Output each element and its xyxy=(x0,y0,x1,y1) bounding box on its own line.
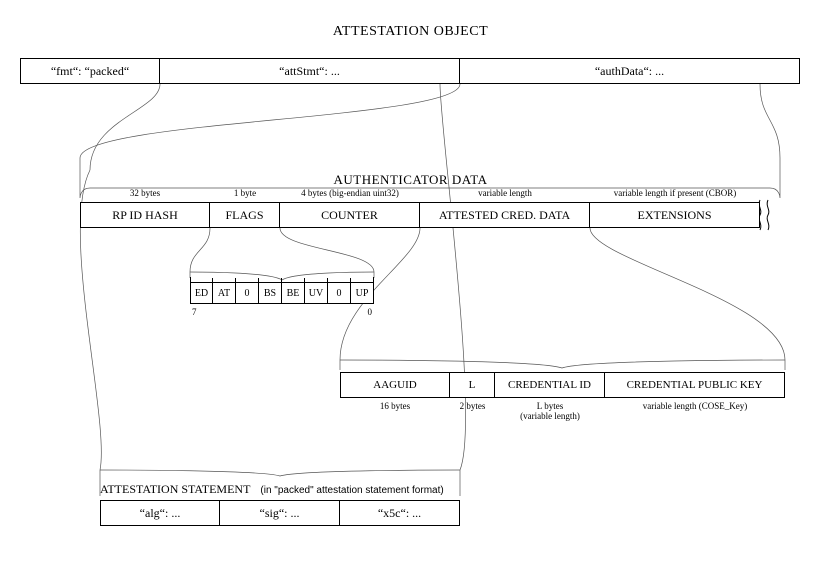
flag-bit-0: 0 xyxy=(236,282,259,304)
authenticator-data-title: AUTHENTICATOR DATA xyxy=(0,172,821,188)
flags-index-right: 0 xyxy=(368,307,373,317)
acd-cell-3: CREDENTIAL PUBLIC KEY xyxy=(605,372,785,398)
flag-bit-up: UP xyxy=(351,282,374,304)
attstmt-cell-1: “sig“: ... xyxy=(220,500,340,526)
flag-bit-0: 0 xyxy=(328,282,351,304)
top-cell-2: “authData“: ... xyxy=(460,58,800,84)
flags-bitfield: EDAT0BSBEUV0UP 7 0 xyxy=(190,282,374,317)
auth-header-0: 32 bytes xyxy=(80,188,210,198)
diagram-title: ATTESTATION OBJECT xyxy=(0,24,821,40)
flag-bit-be: BE xyxy=(282,282,305,304)
flags-index-left: 7 xyxy=(192,307,197,317)
auth-cell-0: RP ID HASH xyxy=(80,202,210,228)
authenticator-data-row: RP ID HASHFLAGSCOUNTERATTESTED CRED. DAT… xyxy=(80,202,760,228)
flag-bit-at: AT xyxy=(213,282,236,304)
auth-cell-1: FLAGS xyxy=(210,202,280,228)
acd-cell-1: L xyxy=(450,372,495,398)
attestation-statement-annot: (in "packed" attestation statement forma… xyxy=(260,485,443,496)
auth-header-1: 1 byte xyxy=(210,188,280,198)
acd-cell-0: AAGUID xyxy=(340,372,450,398)
auth-cell-4: EXTENSIONS xyxy=(590,202,760,228)
auth-header-4: variable length if present (CBOR) xyxy=(590,188,760,198)
attstmt-cell-2: “x5c“: ... xyxy=(340,500,460,526)
attstmt-cell-0: “alg“: ... xyxy=(100,500,220,526)
attested-cred-data-row: AAGUIDLCREDENTIAL IDCREDENTIAL PUBLIC KE… xyxy=(340,372,785,398)
acd-sub-1: 2 bytes xyxy=(450,401,495,421)
auth-cell-2: COUNTER xyxy=(280,202,420,228)
attestation-statement-title: ATTESTATION STATEMENT (in "packed" attes… xyxy=(100,482,444,497)
auth-header-2: 4 bytes (big-endian uint32) xyxy=(280,188,420,198)
auth-header-3: variable length xyxy=(420,188,590,198)
attestation-statement-title-text: ATTESTATION STATEMENT xyxy=(100,482,250,497)
flag-bit-bs: BS xyxy=(259,282,282,304)
acd-cell-2: CREDENTIAL ID xyxy=(495,372,605,398)
acd-sub-0: 16 bytes xyxy=(340,401,450,421)
top-cell-1: “attStmt“: ... xyxy=(160,58,460,84)
top-cell-0: “fmt“: “packed“ xyxy=(20,58,160,84)
flag-bit-ed: ED xyxy=(190,282,213,304)
flag-bit-uv: UV xyxy=(305,282,328,304)
acd-sub-3: variable length (COSE_Key) xyxy=(605,401,785,421)
attested-cred-data-subs: 16 bytes2 bytesL bytes (variable length)… xyxy=(340,401,785,421)
connector-lines xyxy=(0,0,821,565)
acd-sub-2: L bytes (variable length) xyxy=(495,401,605,421)
auth-cell-3: ATTESTED CRED. DATA xyxy=(420,202,590,228)
attestation-object-row: “fmt“: “packed““attStmt“: ...“authData“:… xyxy=(20,58,800,84)
authenticator-data-headers: 32 bytes1 byte4 bytes (big-endian uint32… xyxy=(80,188,760,198)
attestation-statement-row: “alg“: ...“sig“: ...“x5c“: ... xyxy=(100,500,460,526)
title-text: ATTESTATION OBJECT xyxy=(333,24,488,39)
